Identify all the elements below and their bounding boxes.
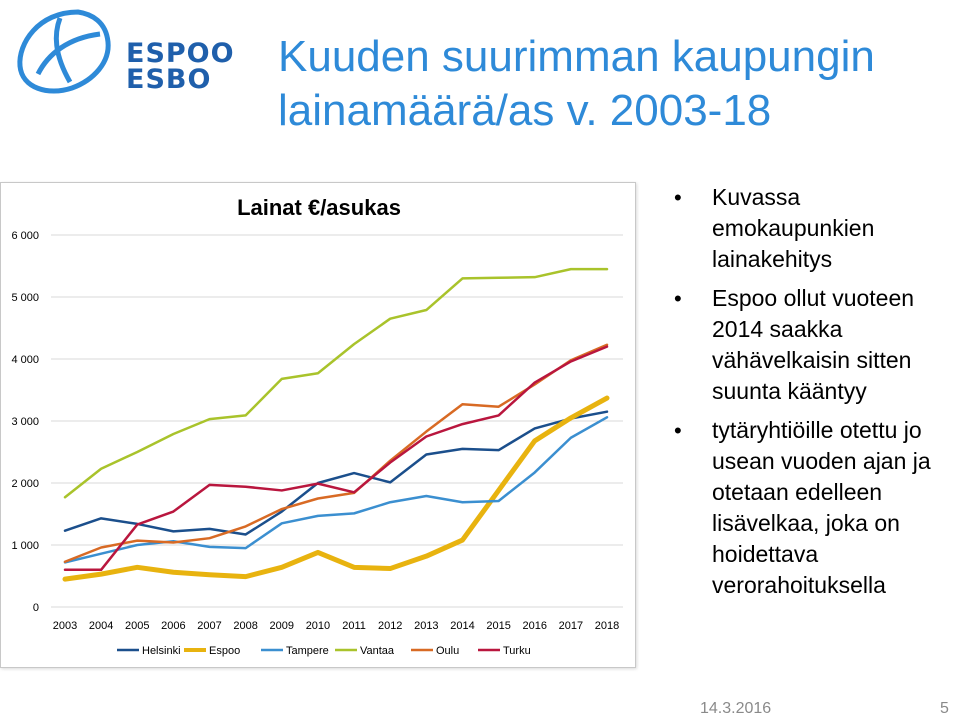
series-line-helsinki xyxy=(63,410,609,536)
bullet-dot-icon: • xyxy=(674,286,682,311)
x-tick-label: 2013 xyxy=(414,620,438,632)
page-number: 5 xyxy=(940,700,949,717)
logo-text-espoo: ESPOO xyxy=(126,38,235,69)
x-tick-label: 2009 xyxy=(270,620,294,632)
bullet-dot-icon: • xyxy=(674,418,682,443)
grid-layer xyxy=(51,234,623,608)
loans-line-chart: Lainat €/asukas 0 1 000 2 000 3 000 4 000 5 0… xyxy=(11,195,623,657)
bullet-text: Kuvassa emokaupunkien lainakehitys xyxy=(712,184,875,272)
page-title: Kuuden suurimman kaupungin lainamäärä/as… xyxy=(278,30,948,138)
legend-label: Tampere xyxy=(286,645,329,657)
x-tick-label: 2010 xyxy=(306,620,330,632)
legend-item-oulu: Oulu xyxy=(411,645,459,657)
bullet-item: • Espoo ollut vuoteen 2014 saakka vähäve… xyxy=(662,283,958,407)
series-line-vantaa xyxy=(63,267,609,499)
x-tick-label: 2007 xyxy=(197,620,221,632)
y-tick-label: 6 000 xyxy=(11,230,39,242)
x-tick-label: 2006 xyxy=(161,620,185,632)
bullet-item: • Kuvassa emokaupunkien lainakehitys xyxy=(662,182,958,275)
legend-item-helsinki: Helsinki xyxy=(117,645,181,657)
y-tick-label: 2 000 xyxy=(11,478,39,490)
y-tick-label: 4 000 xyxy=(11,354,39,366)
y-tick-label: 5 000 xyxy=(11,292,39,304)
legend: Helsinki Espoo Tampere Vantaa Oulu Turku xyxy=(117,645,531,657)
bullet-text: Espoo ollut vuoteen 2014 saakka vähävelk… xyxy=(712,285,915,404)
x-tick-label: 2008 xyxy=(233,620,257,632)
chart-frame: Lainat €/asukas 0 1 000 2 000 3 000 4 000 5 0… xyxy=(0,182,636,668)
bullet-text: tytäryhtiöille otettu jo usean vuoden aj… xyxy=(712,417,931,598)
x-tick-label: 2018 xyxy=(595,620,619,632)
legend-item-turku: Turku xyxy=(478,645,531,657)
logo-emblem-icon xyxy=(17,9,111,94)
espoo-logo: ESPOO ESBO xyxy=(8,4,234,100)
y-tick-label: 1 000 xyxy=(11,540,39,552)
legend-label: Helsinki xyxy=(142,645,181,657)
logo-text-esbo: ESBO xyxy=(126,64,212,95)
legend-label: Oulu xyxy=(436,645,459,657)
title-line-2: lainamäärä/as v. 2003-18 xyxy=(278,86,772,135)
x-tick-label: 2014 xyxy=(450,620,474,632)
series-line-tampere xyxy=(63,416,609,564)
title-line-1: Kuuden suurimman kaupungin xyxy=(278,32,875,81)
legend-label: Turku xyxy=(503,645,531,657)
legend-item-espoo: Espoo xyxy=(184,645,240,657)
bullet-list: • Kuvassa emokaupunkien lainakehitys • E… xyxy=(662,182,958,609)
axis-layer: 0 1 000 2 000 3 000 4 000 5 000 6 000 2003 2004 2… xyxy=(11,230,619,632)
x-tick-label: 2003 xyxy=(53,620,77,632)
footer-date: 14.3.2016 xyxy=(700,700,772,717)
x-tick-label: 2011 xyxy=(342,620,366,632)
y-tick-label: 0 xyxy=(33,602,39,614)
x-tick-label: 2012 xyxy=(378,620,402,632)
chart-title: Lainat €/asukas xyxy=(237,195,401,220)
legend-item-vantaa: Vantaa xyxy=(335,645,395,657)
y-tick-label: 3 000 xyxy=(11,416,39,428)
legend-label: Vantaa xyxy=(360,645,395,657)
series-line-oulu xyxy=(63,343,609,563)
bullet-dot-icon: • xyxy=(674,185,682,210)
x-tick-label: 2004 xyxy=(89,620,113,632)
legend-item-tampere: Tampere xyxy=(261,645,329,657)
x-tick-label: 2017 xyxy=(559,620,583,632)
x-tick-label: 2015 xyxy=(486,620,510,632)
bullet-item: • tytäryhtiöille otettu jo usean vuoden … xyxy=(662,415,958,601)
series-line-espoo xyxy=(62,395,610,582)
x-tick-label: 2016 xyxy=(522,620,546,632)
legend-label: Espoo xyxy=(209,645,240,657)
series-line-turku xyxy=(63,345,609,572)
series-layer xyxy=(62,267,610,582)
x-tick-label: 2005 xyxy=(125,620,149,632)
